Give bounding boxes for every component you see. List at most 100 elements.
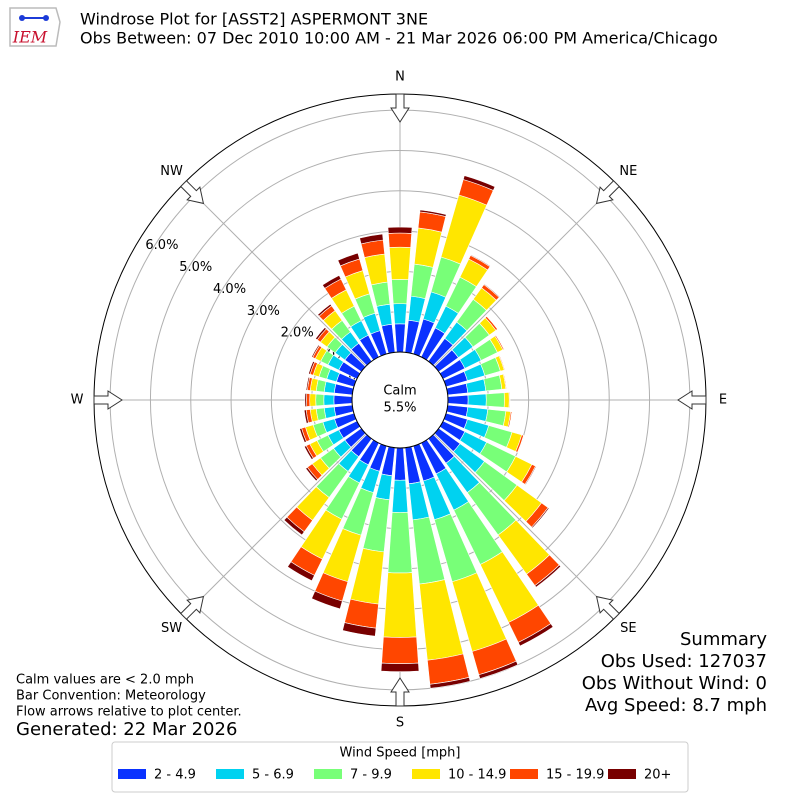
calm-value: 5.5%: [383, 401, 416, 416]
bar-segment: [483, 283, 501, 298]
y-tick-label: 6.0%: [145, 238, 178, 253]
bar-segment: [413, 227, 443, 268]
bar-segment: [304, 393, 307, 407]
grid-line: [433, 183, 617, 367]
calm-circle: [351, 351, 449, 449]
bar-segment: [447, 394, 469, 406]
flow-arrow: [595, 180, 620, 205]
bar-segment: [467, 393, 487, 407]
bar-segment: [394, 323, 406, 353]
flow-arrow-shape: [93, 390, 123, 410]
legend-title: Wind Speed [mph]: [340, 746, 461, 761]
generated: Generated: 22 Mar 2026: [16, 719, 237, 740]
flow-arrow-shape: [390, 677, 410, 707]
x-tick-label: SE: [620, 621, 636, 636]
legend-label: 15 - 19.9: [546, 768, 604, 783]
bar-segment: [305, 466, 319, 482]
bar-segment: [342, 622, 377, 637]
bar-segment: [486, 315, 499, 330]
x-tick-label: SW: [161, 621, 182, 636]
bar-segment: [465, 378, 487, 394]
flow-arrow-shape: [677, 390, 707, 410]
bar-segment: [389, 246, 411, 281]
bar-segment: [306, 393, 311, 407]
bar-segment: [381, 636, 419, 664]
logo-outline: [9, 7, 61, 47]
bar-segment: [303, 409, 309, 424]
flow-arrow: [390, 93, 410, 123]
flow-arrow-shape: [180, 180, 205, 205]
legend-swatch: [412, 769, 440, 779]
y-tick-label: 5.0%: [179, 260, 212, 275]
flow-arrow: [677, 390, 707, 410]
bar-segment: [483, 374, 503, 392]
legend-swatch: [608, 769, 636, 779]
bar-segment: [495, 334, 505, 350]
chart-title: Windrose Plot for [ASST2] ASPERMONT 3NE: [80, 10, 428, 29]
legend-label: 5 - 6.9: [252, 768, 294, 783]
legend-swatch: [314, 769, 342, 779]
legend-label: 10 - 14.9: [448, 768, 506, 783]
legend-box: [111, 741, 689, 793]
bar-segment: [380, 662, 420, 673]
bar-segment: [391, 279, 409, 305]
bar-segment: [534, 564, 562, 588]
bar-segment: [317, 303, 332, 317]
bar-segment: [470, 254, 491, 268]
logo: IEM: [9, 7, 61, 47]
bar-segment: [283, 516, 305, 536]
x-tick-label: E: [719, 393, 727, 408]
bar-segment: [323, 394, 335, 406]
legend: 2 - 4.9 5 - 6.9 7 - 9.9 10 - 14.9 15 - 19.9 2…: [118, 768, 671, 783]
x-tick-label: N: [395, 70, 405, 85]
flow-arrow: [93, 390, 123, 410]
flow-arrow-shape: [180, 595, 205, 620]
note: Calm values are < 2.0 mph: [16, 673, 194, 688]
x-tick-label: W: [71, 393, 84, 408]
bar-segment: [333, 395, 353, 405]
bar-segment: [303, 445, 314, 460]
bar-segment: [517, 623, 554, 647]
bar-segment: [524, 465, 537, 486]
y-tick-label: 4.0%: [213, 282, 246, 297]
x-tick-label: NE: [619, 164, 637, 179]
bar-segment: [322, 274, 342, 289]
bar-segment: [375, 473, 393, 501]
bar-segment: [429, 676, 471, 689]
legend-swatch: [216, 769, 244, 779]
bar-segment: [305, 376, 310, 391]
bar-segment: [359, 233, 384, 245]
bar-segment: [287, 561, 315, 582]
flow-arrow: [595, 595, 620, 620]
y-tick-label: 3.0%: [247, 304, 280, 319]
flow-arrow: [390, 677, 410, 707]
flow-arrow-shape: [595, 595, 620, 620]
flow-arrow: [180, 595, 205, 620]
bar-segment: [387, 511, 413, 574]
chart-subtitle: Obs Between: 07 Dec 2010 10:00 AM - 21 M…: [80, 29, 718, 48]
bar-segment: [394, 447, 406, 481]
bar-segment: [388, 232, 412, 248]
grid-line: [183, 433, 367, 617]
x-tick-label: S: [396, 716, 404, 731]
bar-segment: [391, 479, 409, 513]
summary-line: Avg Speed: 8.7 mph: [585, 695, 767, 716]
bar-segment: [376, 303, 393, 327]
bar-segment: [370, 281, 391, 307]
bar-segment: [364, 253, 388, 286]
flow-arrow-shape: [595, 180, 620, 205]
bar-segment: [337, 252, 360, 267]
bar-segment: [517, 435, 525, 453]
bar-segment: [408, 295, 426, 323]
bar-segment: [349, 547, 385, 605]
grid-line: [433, 433, 617, 617]
grid-line: [183, 183, 367, 367]
bar-segment: [315, 393, 325, 407]
x-tick-label: NW: [160, 164, 183, 179]
y-tick-label: 2.0%: [281, 326, 314, 341]
plot-area: 0.0%1.0%2.0%3.0%4.0%5.0%6.0%: [93, 93, 707, 707]
bar-segment: [315, 327, 327, 341]
bar-segment: [508, 411, 513, 428]
bar-segment: [440, 194, 488, 265]
